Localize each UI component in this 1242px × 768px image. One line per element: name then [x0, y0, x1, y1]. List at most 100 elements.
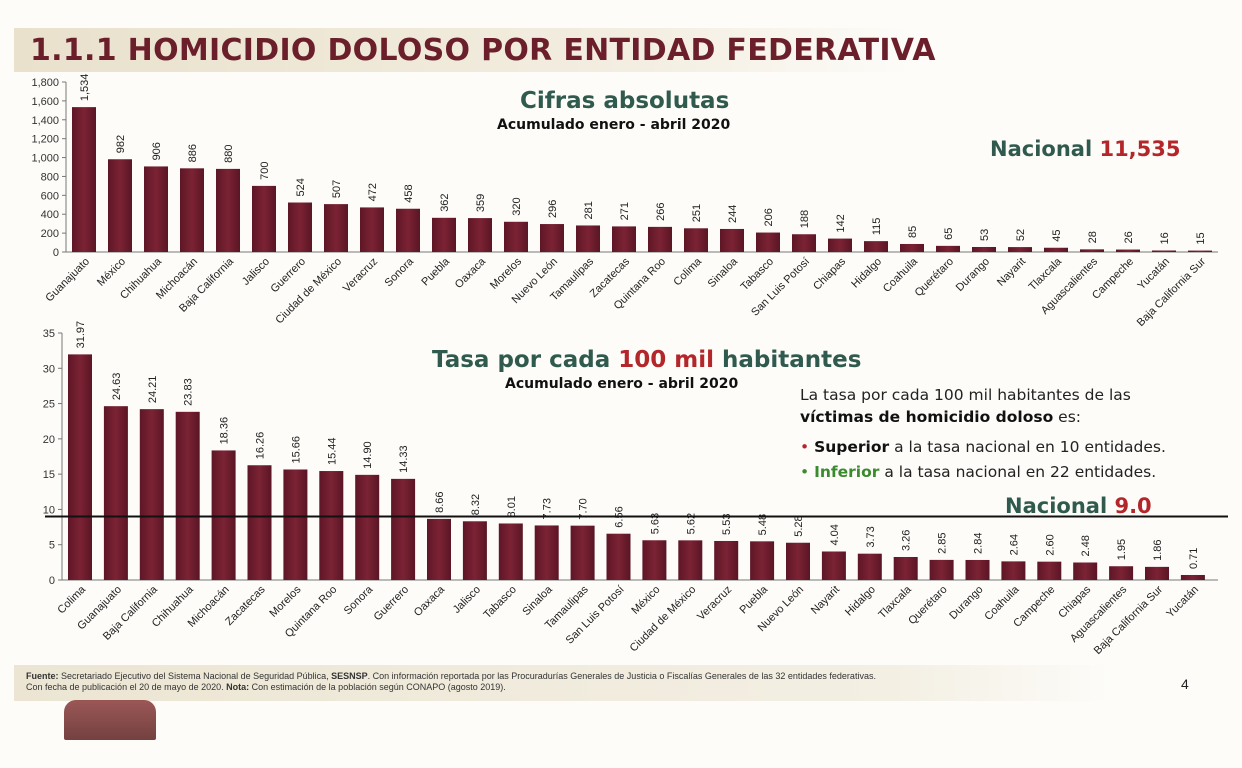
value-label: 700 — [259, 162, 271, 180]
value-label: 472 — [367, 183, 379, 201]
bar — [360, 207, 384, 252]
value-label: 31.97 — [75, 321, 87, 349]
value-label: 28 — [1087, 231, 1099, 243]
category-label: Morelos — [488, 255, 525, 292]
nacional-tasa-value: 9.0 — [1114, 494, 1152, 518]
bar — [828, 238, 852, 252]
bar — [175, 411, 200, 580]
value-label: 15.44 — [326, 438, 338, 466]
bar — [612, 226, 636, 252]
y-tick-label: 800 — [41, 171, 59, 183]
category-label: Chiapas — [811, 255, 848, 292]
category-label: Durango — [954, 256, 992, 294]
bar — [432, 217, 456, 252]
bar — [972, 246, 996, 252]
bar — [534, 525, 559, 580]
y-tick-label: 1,600 — [31, 96, 59, 108]
value-label: 362 — [439, 193, 451, 211]
bar — [68, 354, 92, 580]
value-label: 7.73 — [542, 498, 554, 519]
value-label: 2.84 — [973, 533, 985, 554]
category-label: Oaxaca — [412, 583, 448, 619]
value-label: 5.62 — [685, 513, 697, 534]
value-label: 14.33 — [398, 445, 410, 473]
bar — [247, 465, 272, 580]
chart2-title-a: Tasa por cada — [432, 347, 619, 373]
value-label: 26 — [1123, 231, 1135, 243]
government-logo — [64, 700, 156, 740]
value-label: 507 — [331, 180, 343, 198]
page-title: 1.1.1 HOMICIDIO DOLOSO POR ENTIDAD FEDER… — [30, 33, 936, 68]
title-banner — [14, 28, 914, 72]
value-label: 271 — [619, 202, 631, 220]
value-label: 296 — [547, 200, 559, 218]
value-label: 15.66 — [290, 436, 302, 464]
bar — [576, 225, 600, 252]
note-line2: víctimas de homicidio doloso — [800, 408, 1054, 426]
bar — [391, 478, 416, 580]
y-tick-label: 10 — [43, 504, 55, 516]
value-label: 244 — [727, 205, 739, 223]
bar — [139, 409, 164, 580]
value-label: 0.71 — [1188, 548, 1200, 569]
value-label: 65 — [943, 228, 955, 240]
note-inferior-text: a la tasa nacional en 22 entidades. — [879, 463, 1157, 481]
category-label: México — [95, 256, 128, 289]
bar — [319, 471, 344, 580]
category-label: Puebla — [419, 255, 452, 288]
nota-label: Nota: — [226, 682, 250, 692]
chart2-title-b: 100 mil — [618, 347, 714, 373]
category-label: Ciudad de México — [628, 584, 699, 655]
value-label: 53 — [979, 229, 991, 241]
bar — [498, 523, 523, 580]
y-tick-label: 15 — [43, 469, 55, 481]
value-label: 8.32 — [470, 494, 482, 515]
value-label: 188 — [799, 210, 811, 228]
bar — [750, 541, 775, 580]
value-label: 8.66 — [434, 491, 446, 512]
bar — [1145, 566, 1169, 580]
value-label: 906 — [151, 142, 163, 160]
value-label: 320 — [511, 197, 523, 215]
value-label: 524 — [295, 178, 307, 196]
bar — [678, 540, 703, 580]
value-label: 5.28 — [793, 515, 805, 536]
value-label: 266 — [655, 203, 667, 221]
bar — [1180, 574, 1205, 580]
bar — [1116, 249, 1140, 252]
y-tick-label: 200 — [41, 228, 59, 240]
fuente-text: Secretariado Ejecutivo del Sistema Nacio… — [58, 671, 332, 681]
bar — [720, 228, 744, 252]
category-label: Guanajuato — [43, 256, 92, 305]
bar — [606, 533, 631, 580]
chart2-title: Tasa por cada 100 mil habitantes — [432, 347, 861, 373]
chart2-title-c: habitantes — [714, 347, 862, 373]
value-label: 281 — [583, 201, 595, 219]
bar — [648, 226, 672, 252]
y-tick-label: 600 — [41, 190, 59, 202]
nacional-tasa: Nacional 9.0 — [1005, 494, 1152, 518]
page-number: 4 — [1181, 676, 1189, 692]
category-label: México — [629, 584, 662, 617]
bar — [1188, 250, 1212, 252]
value-label: 2.48 — [1080, 535, 1092, 556]
value-label: 886 — [187, 144, 199, 162]
value-label: 1,534 — [79, 74, 91, 102]
chart1-title: Cifras absolutas — [520, 88, 730, 114]
value-label: 2.60 — [1044, 534, 1056, 555]
value-label: 85 — [907, 226, 919, 238]
bar — [1044, 247, 1068, 252]
bar — [396, 208, 420, 252]
category-label: Guerrero — [372, 584, 412, 624]
value-label: 16 — [1159, 232, 1171, 244]
fecha-text: Con fecha de publicación el 20 de mayo d… — [26, 682, 227, 692]
value-label: 115 — [871, 218, 883, 236]
y-tick-label: 5 — [49, 540, 55, 552]
bar — [1073, 562, 1098, 580]
bar — [1008, 247, 1032, 252]
category-label: Veracruz — [695, 584, 734, 623]
bar — [714, 540, 739, 580]
value-label: 3.26 — [901, 530, 913, 551]
y-tick-label: 30 — [43, 363, 55, 375]
